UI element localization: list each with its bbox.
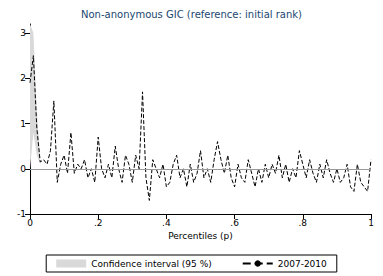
svg-text:.6: .6 [230,218,239,228]
svg-text:Non-anonymous GIC (reference:: Non-anonymous GIC (reference: initial ra… [81,9,302,20]
svg-text:2: 2 [20,73,26,83]
svg-text:1: 1 [20,119,26,129]
svg-text:.8: .8 [299,218,308,228]
svg-text:Confidence interval (95 %): Confidence interval (95 %) [91,259,212,269]
svg-text:0: 0 [20,164,26,174]
svg-text:0: 0 [27,218,33,228]
svg-text:.4: .4 [162,218,171,228]
svg-text:2007-2010: 2007-2010 [278,259,327,269]
svg-text:-1: -1 [17,209,26,219]
svg-text:3: 3 [20,28,26,38]
svg-text:.2: .2 [94,218,103,228]
svg-text:Percentiles (p): Percentiles (p) [168,231,233,241]
svg-text:1: 1 [368,218,374,228]
